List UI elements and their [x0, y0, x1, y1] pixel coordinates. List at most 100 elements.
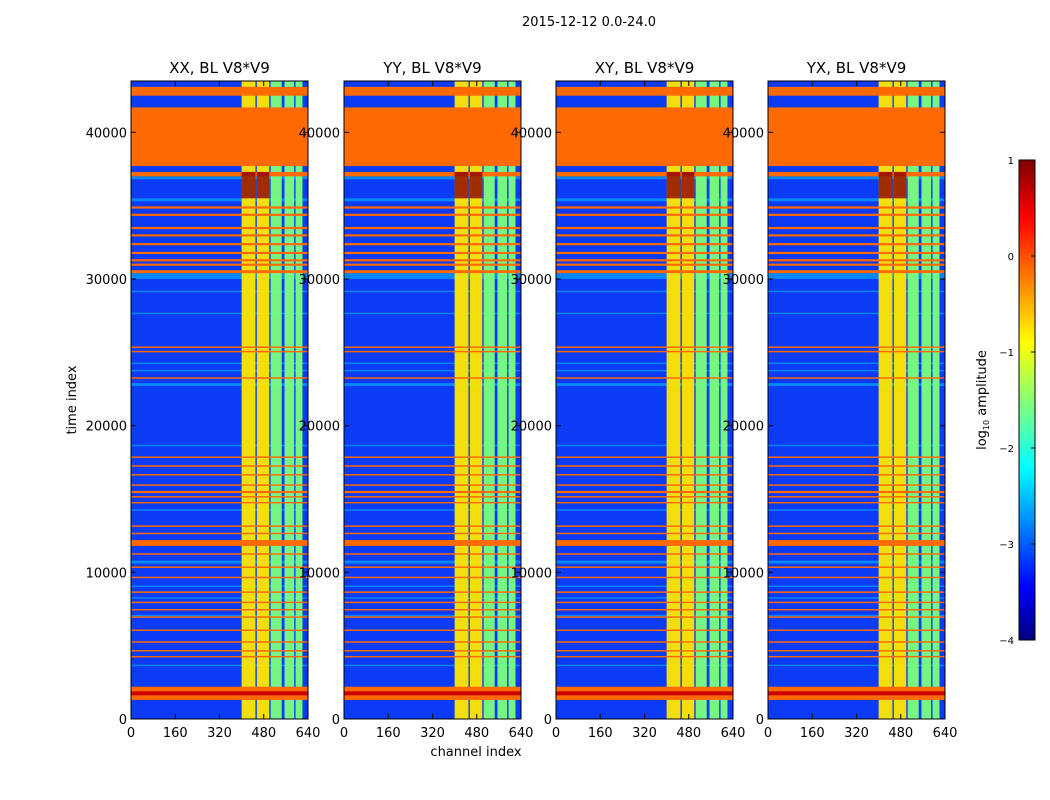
- x-tick-label: 640: [509, 726, 534, 741]
- channel-band: [921, 81, 932, 719]
- flagged-row: [768, 234, 945, 237]
- speckle-row: [768, 560, 945, 564]
- heatmap-panels: XX, BL V8*V9 0 160 320 480 640 0 10000 20000 3000…: [86, 59, 958, 741]
- flagged-row: [768, 591, 945, 593]
- y-tick-label: 10000: [299, 566, 340, 581]
- channel-band: [508, 81, 516, 719]
- speckle-row: [556, 614, 733, 617]
- x-tick-label: 320: [844, 726, 869, 741]
- intense-block: [241, 171, 256, 199]
- flagged-row: [344, 171, 521, 177]
- x-tick-label: 320: [207, 726, 232, 741]
- flagged-row: [768, 243, 945, 246]
- flagged-row: [131, 259, 308, 262]
- speckle-row: [556, 444, 733, 447]
- flagged-row: [344, 525, 521, 527]
- flagged-row: [344, 650, 521, 652]
- channel-band: [720, 81, 728, 719]
- panel-title: YX, BL V8*V9: [806, 59, 907, 77]
- flagged-row: [556, 496, 733, 498]
- channel-band: [932, 81, 940, 719]
- intense-block: [893, 171, 907, 199]
- speckle-row: [131, 369, 308, 372]
- flagged-row: [131, 532, 308, 535]
- flagged-row: [131, 474, 308, 476]
- flagged-row: [131, 616, 308, 618]
- flagged-row: [131, 601, 308, 604]
- flagged-row: [556, 609, 733, 611]
- x-axis-label: channel index: [430, 745, 521, 760]
- speckle-row: [768, 369, 945, 372]
- y-tick-label: 10000: [723, 566, 764, 581]
- speckle-row: [344, 198, 521, 202]
- speckle-row: [556, 198, 733, 202]
- speckle-row: [131, 362, 308, 365]
- flagged-row: [768, 553, 945, 555]
- flagged-row: [556, 213, 733, 216]
- flagged-row: [131, 346, 308, 348]
- colorbar-label-rest: amplitude: [975, 350, 990, 420]
- y-tick-label: 20000: [86, 420, 127, 435]
- y-tick-label: 30000: [511, 273, 552, 288]
- y-axis-label: time index: [65, 365, 80, 434]
- flagged-row: [131, 234, 308, 237]
- flagged-row: [556, 226, 733, 230]
- speckle-row: [556, 362, 733, 365]
- flagged-row: [344, 641, 521, 643]
- flagged-row: [131, 650, 308, 652]
- flagged-row: [344, 213, 521, 216]
- flagged-row: [768, 263, 945, 266]
- flagged-row: [556, 234, 733, 237]
- flagged-row: [556, 86, 733, 96]
- speckle-row: [768, 585, 945, 587]
- flagged-row: [768, 650, 945, 652]
- channel-band: [666, 81, 681, 719]
- channel-band: [709, 81, 720, 719]
- colorbar-tick-label: −2: [999, 444, 1014, 455]
- flagged-row: [344, 234, 521, 237]
- flagged-row: [131, 171, 308, 177]
- speckle-row: [131, 176, 308, 180]
- speckle-row: [556, 273, 733, 279]
- speckle-row: [556, 509, 733, 511]
- flagged-row: [768, 525, 945, 527]
- colorbar-tick-label: −1: [999, 348, 1014, 359]
- channel-band: [454, 81, 469, 719]
- flagged-row: [768, 346, 945, 348]
- flagged-row: [768, 532, 945, 535]
- speckle-row: [768, 312, 945, 315]
- flagged-row: [768, 576, 945, 579]
- y-tick-label: 40000: [723, 126, 764, 141]
- speckle-row: [131, 444, 308, 447]
- flagged-row: [344, 251, 521, 255]
- flagged-row: [344, 629, 521, 631]
- speckle-row: [131, 664, 308, 667]
- flagged-row: [344, 490, 521, 494]
- x-tick-label: 640: [721, 726, 746, 741]
- flagged-row: [131, 226, 308, 230]
- flagged-row: [344, 576, 521, 579]
- speckle-row: [131, 597, 308, 599]
- flagged-row: [556, 490, 733, 494]
- channel-band: [695, 81, 707, 719]
- intense-block: [681, 171, 695, 199]
- flagged-row: [131, 456, 308, 458]
- flagged-row: [344, 616, 521, 618]
- flagged-row: [131, 641, 308, 643]
- x-tick-label: 0: [127, 726, 135, 741]
- speckle-row: [344, 614, 521, 617]
- speckle-row: [556, 560, 733, 564]
- flagged-row: [556, 259, 733, 262]
- figure-suptitle: 2015-12-12 0.0-24.0: [522, 15, 656, 30]
- flagged-row: [556, 655, 733, 658]
- flagged-row: [344, 263, 521, 266]
- flagged-row: [768, 456, 945, 458]
- flagged-row: [344, 540, 521, 546]
- speckle-row: [556, 312, 733, 315]
- flagged-row: [344, 465, 521, 467]
- colorbar-tick-label: 1: [1008, 156, 1014, 167]
- channel-band: [907, 81, 919, 719]
- flagged-row: [344, 501, 521, 504]
- y-tick-label: 0: [332, 713, 340, 728]
- flagged-row: [344, 377, 521, 379]
